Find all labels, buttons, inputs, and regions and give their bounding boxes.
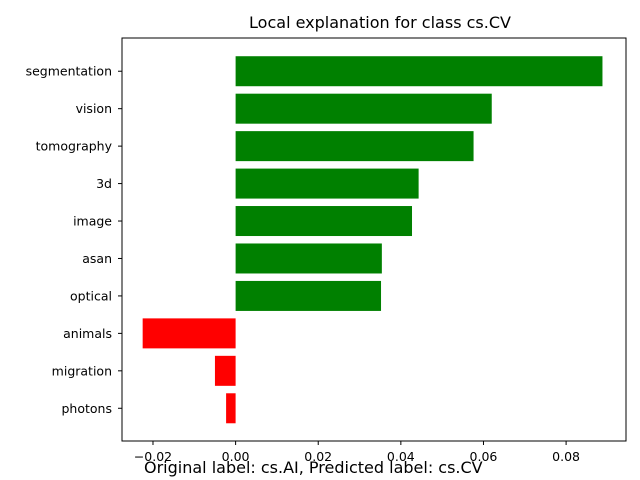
x-tick-label: 0.04 [387, 449, 415, 464]
y-tick-label: segmentation [26, 64, 112, 79]
bar-migration [214, 355, 236, 386]
bar-image [235, 206, 413, 237]
y-tick-label: optical [70, 288, 112, 303]
x-tick-label: 0.08 [552, 449, 580, 464]
y-tick-label: animals [63, 326, 112, 341]
x-tick-label: 0.00 [222, 449, 250, 464]
x-tick-label: 0.06 [470, 449, 498, 464]
bar-photons [226, 393, 236, 424]
bar-asan [235, 243, 382, 274]
y-ticks-group: segmentation vision tomography 3d image asan o… [26, 64, 122, 416]
axes-frame [121, 37, 627, 442]
bar-3d [235, 168, 419, 199]
x-tick-label: −0.02 [134, 449, 172, 464]
chart-title: Local explanation for class cs.CV [249, 13, 511, 32]
y-tick-label: image [73, 214, 112, 229]
bar-optical [235, 280, 382, 311]
label-caption: Original label: cs.AI, Predicted label: … [144, 458, 483, 477]
x-ticks-group: −0.02 0.00 0.02 0.04 0.06 0.08 [134, 441, 580, 464]
bar-tomography [235, 131, 474, 162]
y-tick-label: asan [82, 251, 112, 266]
y-tick-label: 3d [96, 176, 112, 191]
bar-vision [235, 93, 492, 124]
y-tick-label: migration [52, 363, 112, 378]
y-tick-label: photons [62, 401, 113, 416]
bar-animals [142, 318, 236, 349]
y-tick-label: vision [76, 101, 112, 116]
bars-group [142, 56, 603, 424]
bar-segmentation [235, 56, 603, 87]
x-tick-label: 0.02 [304, 449, 332, 464]
y-tick-label: tomography [36, 139, 113, 154]
